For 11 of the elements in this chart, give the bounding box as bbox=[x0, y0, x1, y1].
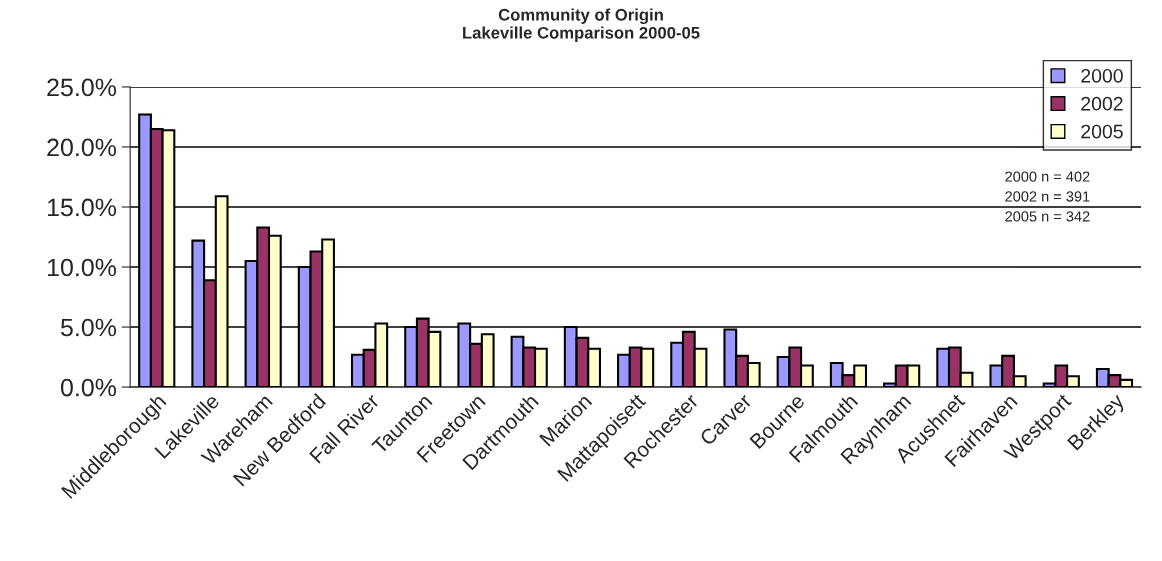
annotation: 2000 n = 402 2002 n = 391 2005 n = 342 bbox=[1005, 171, 1090, 222]
legend-label: 2005 bbox=[1081, 124, 1123, 139]
legend-label: 2002 bbox=[1081, 96, 1123, 111]
y-tick-label: 15.0% bbox=[47, 198, 117, 217]
chart-title: Community of Origin Lakeville Comparison 2000-05 bbox=[463, 8, 700, 42]
legend-label: 2000 bbox=[1081, 68, 1123, 83]
y-tick-label: 0.0% bbox=[60, 378, 117, 397]
y-tick-label: 10.0% bbox=[47, 258, 117, 277]
y-tick-label: 25.0% bbox=[47, 78, 117, 97]
y-tick-label: 5.0% bbox=[60, 318, 117, 337]
y-tick-label: 20.0% bbox=[47, 138, 117, 157]
